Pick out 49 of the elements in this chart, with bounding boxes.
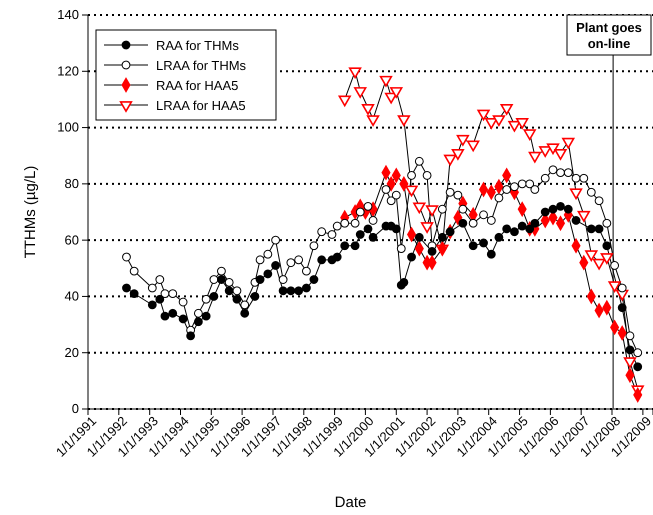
ref-line-label: Plant goes on-line: [576, 20, 642, 51]
point: [420, 222, 434, 234]
point: [362, 104, 374, 115]
legend-label: RAA for HAA5: [156, 78, 238, 93]
point: [444, 154, 456, 166]
point: [539, 146, 552, 158]
point: [413, 202, 426, 214]
point: [585, 250, 598, 262]
legend-label: LRAA for THMs: [156, 58, 247, 73]
point: [608, 281, 621, 292]
y-tick-label: 80: [64, 176, 79, 192]
point: [516, 118, 528, 129]
point: [485, 118, 498, 129]
point: [456, 134, 470, 146]
point: [570, 188, 582, 200]
y-tick-label: 40: [64, 288, 79, 304]
x-axis-title: Date: [334, 494, 366, 511]
y-tick-label: 0: [72, 401, 79, 416]
point: [452, 149, 464, 160]
point: [426, 205, 438, 216]
point: [528, 152, 542, 163]
point: [492, 115, 506, 126]
point: [366, 115, 380, 126]
point: [562, 138, 574, 149]
point: [380, 76, 392, 87]
point: [592, 258, 606, 270]
point: [500, 104, 513, 115]
y-tick-label: 60: [64, 232, 79, 248]
point: [554, 149, 567, 160]
point: [578, 210, 590, 222]
y-tick-label: 120: [57, 63, 79, 78]
point: [390, 87, 402, 98]
point: [405, 186, 418, 196]
y-tick-label: 140: [57, 7, 79, 22]
point: [348, 67, 362, 78]
point: [338, 96, 351, 106]
point: [466, 140, 480, 152]
point: [398, 115, 410, 126]
y-tick-label: 100: [57, 120, 79, 135]
point: [600, 253, 614, 264]
y-axis-title: TTHMs (µg/L): [22, 166, 39, 258]
y-tick-label: 20: [64, 344, 79, 360]
legend-label: LRAA for HAA5: [156, 98, 246, 113]
point: [354, 87, 366, 98]
legend-label: RAA for THMs: [156, 38, 240, 53]
point: [477, 110, 490, 121]
point: [546, 143, 560, 154]
point: [508, 120, 521, 132]
point: [524, 129, 536, 140]
